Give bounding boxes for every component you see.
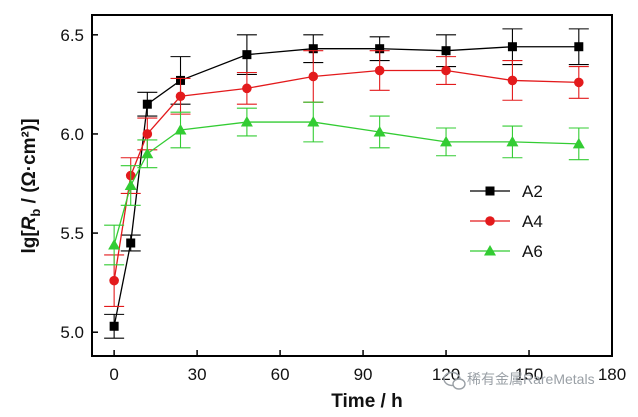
y-axis: 5.0 5.5 6.0 6.5 <box>60 26 98 342</box>
data-point <box>308 71 319 82</box>
y-tick-label: 5.5 <box>60 224 84 243</box>
y-axis-title: lg[Rb / (Ω·cm²)] <box>19 118 43 253</box>
legend-item-a2: A2 <box>470 182 543 201</box>
x-tick-label: 180 <box>598 365 626 384</box>
legend-label: A6 <box>522 242 543 261</box>
legend-marker <box>484 245 496 256</box>
x-tick-label: 0 <box>109 365 118 384</box>
legend: A2 A4 A6 <box>470 182 543 261</box>
data-point <box>572 137 585 149</box>
legend-item-a4: A4 <box>470 212 543 231</box>
data-point <box>574 77 584 88</box>
legend-label: A2 <box>522 182 543 201</box>
y-tick-label: 5.0 <box>60 323 84 342</box>
wechat-icon <box>443 371 466 390</box>
series-a2 <box>104 28 589 339</box>
data-point <box>142 99 152 109</box>
data-point <box>507 42 517 52</box>
series-a6 <box>104 101 589 266</box>
x-axis: 0 30 60 90 120 150 180 <box>109 350 626 384</box>
data-point <box>440 135 453 147</box>
series-line <box>113 46 579 327</box>
data-point <box>141 147 154 159</box>
data-point <box>441 46 451 56</box>
data-point <box>375 44 385 54</box>
plot-area <box>91 14 613 357</box>
x-tick-label: 150 <box>515 365 543 384</box>
data-point <box>308 44 318 54</box>
data-point <box>307 116 320 127</box>
legend-label: A4 <box>522 212 543 231</box>
data-point <box>507 75 518 86</box>
plot-frame <box>91 14 613 357</box>
data-point <box>441 65 451 76</box>
series-a4 <box>104 50 589 307</box>
series-line <box>113 121 579 246</box>
data-point <box>242 83 252 94</box>
data-point <box>109 321 119 331</box>
x-tick-label: 30 <box>188 365 207 384</box>
legend-marker <box>485 216 495 226</box>
y-tick-label: 6.5 <box>60 26 84 45</box>
legend-item-a6: A6 <box>470 242 543 261</box>
data-point <box>109 275 119 286</box>
x-tick-label: 60 <box>271 365 290 384</box>
x-tick-label: 90 <box>354 365 373 384</box>
watermark-text: 稀有金属RareMetals <box>467 371 595 387</box>
data-point <box>506 135 519 147</box>
data-point <box>175 91 186 102</box>
data-point <box>142 129 153 139</box>
data-point <box>240 116 253 127</box>
data-point <box>126 238 136 248</box>
watermark: 稀有金属RareMetals <box>443 371 595 390</box>
data-point <box>124 179 137 190</box>
series-line <box>113 69 579 281</box>
series-layer <box>104 28 589 339</box>
data-point <box>374 65 385 76</box>
data-point <box>174 123 187 135</box>
data-point <box>242 50 252 60</box>
legend-marker <box>485 186 495 196</box>
y-tick-label: 6.0 <box>60 125 84 144</box>
data-point <box>373 125 386 137</box>
data-point <box>574 42 584 52</box>
data-point <box>108 238 121 250</box>
x-axis-title: Time / h <box>331 391 402 412</box>
